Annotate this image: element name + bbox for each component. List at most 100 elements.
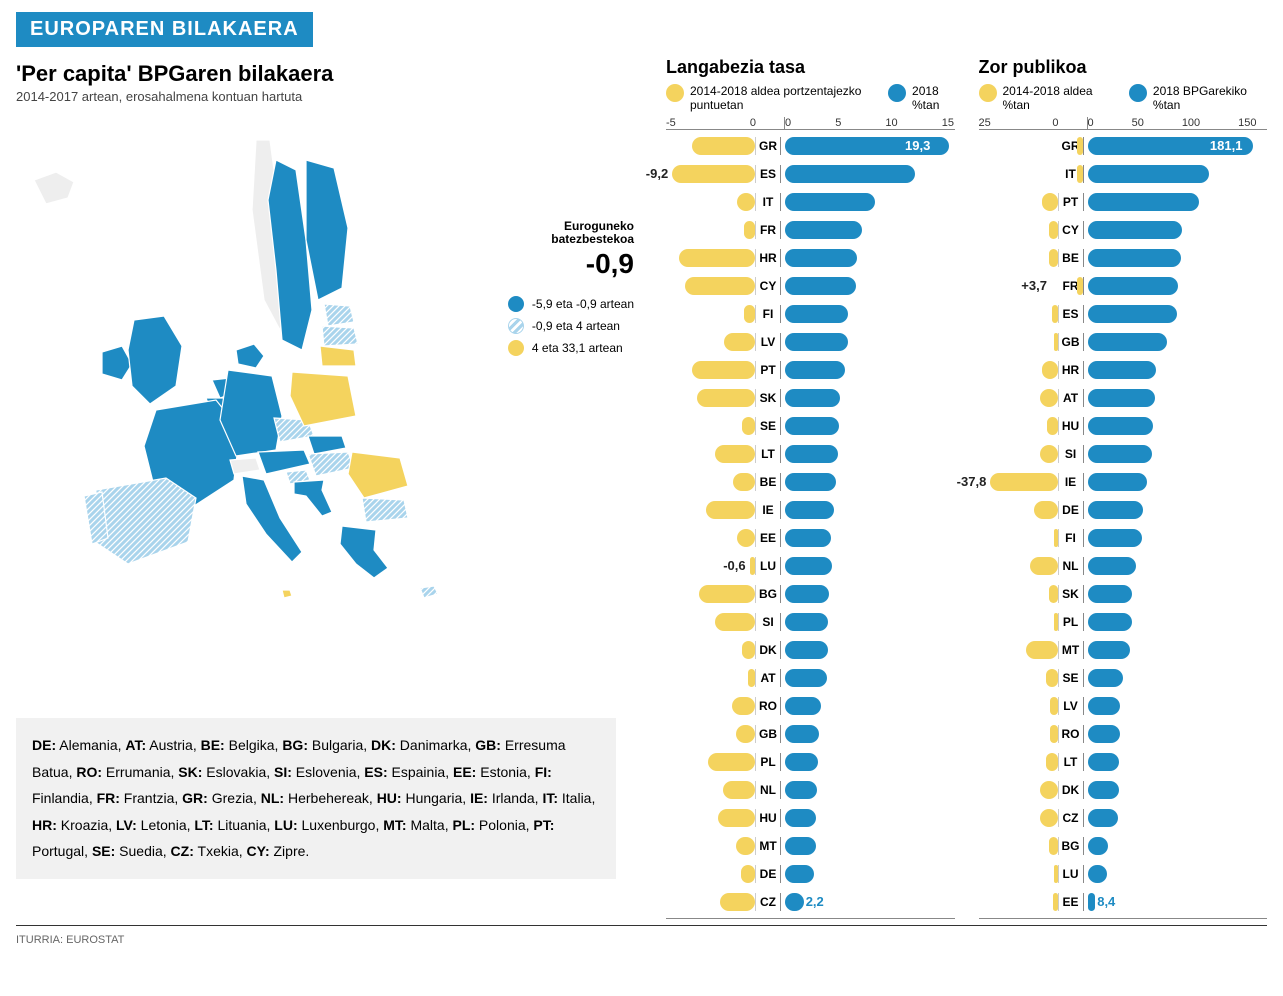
map-kpi-label: Euroguneko batezbestekoa — [524, 220, 634, 246]
country-code: FI — [756, 307, 780, 321]
country-code: DK — [1059, 783, 1083, 797]
content: 'Per capita' BPGaren bilakaera 2014-2017… — [16, 57, 1267, 919]
country-code: GB — [756, 727, 780, 741]
left-panel: 'Per capita' BPGaren bilakaera 2014-2017… — [16, 57, 656, 919]
country-code: NL — [756, 783, 780, 797]
country-code: SK — [1059, 587, 1083, 601]
country-code: AT — [756, 671, 780, 685]
country-code: DK — [756, 643, 780, 657]
chart-row: LV — [666, 328, 955, 356]
country-code: PL — [1059, 615, 1083, 629]
country-code: LT — [1059, 755, 1083, 769]
chart-row: HU — [979, 412, 1268, 440]
chart-row: CZ 2,2 — [666, 888, 955, 916]
country-code: BE — [1059, 251, 1083, 265]
chart-row: RO — [979, 720, 1268, 748]
chart-row: -0,6 LU — [666, 552, 955, 580]
source: ITURRIA: EUROSTAT — [16, 934, 1267, 946]
country-code: BG — [1059, 839, 1083, 853]
country-code: LV — [1059, 699, 1083, 713]
axis-labels: -50 051015 — [666, 117, 955, 130]
chart-row: CZ — [979, 804, 1268, 832]
chart-row: AT — [979, 384, 1268, 412]
country-code: LV — [756, 335, 780, 349]
country-code: AT — [1059, 391, 1083, 405]
country-code: FI — [1059, 531, 1083, 545]
chart-row: LV — [979, 692, 1268, 720]
country-code: DE — [756, 867, 780, 881]
country-code: MT — [1059, 643, 1083, 657]
country-code: LU — [1059, 867, 1083, 881]
footer-rule — [16, 925, 1267, 926]
chart-row: NL — [666, 776, 955, 804]
chart-legend: 2014-2018 aldea portzentajezko puntuetan… — [666, 84, 955, 113]
country-code: HR — [756, 251, 780, 265]
country-code: LU — [756, 559, 780, 573]
country-code: DE — [1059, 503, 1083, 517]
country-code: BE — [756, 475, 780, 489]
chart-row: LT — [979, 748, 1268, 776]
country-code: IT — [756, 195, 780, 209]
country-code: SK — [756, 391, 780, 405]
chart-row: BG — [979, 832, 1268, 860]
chart-row: DE — [666, 860, 955, 888]
country-code: HR — [1059, 363, 1083, 377]
chart-row: MT — [979, 636, 1268, 664]
chart-row: SE — [666, 412, 955, 440]
chart-row: FI — [979, 524, 1268, 552]
chart-row: IT — [979, 160, 1268, 188]
chart-row: CY — [979, 216, 1268, 244]
rows: GR 19,3 -9,2 ES IT FR HR CY FI — [666, 132, 955, 916]
country-code: LT — [756, 447, 780, 461]
country-code: IE — [756, 503, 780, 517]
chart-row: SK — [666, 384, 955, 412]
chart-row: +3,7 FR — [979, 272, 1268, 300]
chart-row: -37,8 IE — [979, 468, 1268, 496]
chart-title: Zor publikoa — [979, 57, 1268, 78]
map-kpi: Euroguneko batezbestekoa -0,9 — [524, 220, 634, 280]
country-code: NL — [1059, 559, 1083, 573]
country-code: GB — [1059, 335, 1083, 349]
country-code: SE — [756, 419, 780, 433]
country-code: IE — [1059, 475, 1083, 489]
map-legend-item: -0,9 eta 4 artean — [508, 318, 634, 334]
chart-row: EE 8,4 — [979, 888, 1268, 916]
chart-row: HR — [666, 244, 955, 272]
country-code: HU — [756, 811, 780, 825]
charts-panel: Langabezia tasa 2014-2018 aldea portzent… — [666, 57, 1267, 919]
chart-row: HR — [979, 356, 1268, 384]
chart-row: SK — [979, 580, 1268, 608]
country-code: GR — [756, 139, 780, 153]
chart-row: BE — [666, 468, 955, 496]
country-code: FR — [756, 223, 780, 237]
chart-row: BG — [666, 580, 955, 608]
country-code: SI — [756, 615, 780, 629]
chart-row: DE — [979, 496, 1268, 524]
chart-row: GR 181,1 — [979, 132, 1268, 160]
map-wrap: Euroguneko batezbestekoa -0,9 -5,9 eta -… — [16, 110, 656, 710]
country-code: ES — [1059, 307, 1083, 321]
chart-row: SI — [666, 608, 955, 636]
chart-row: IE — [666, 496, 955, 524]
chart-legend: 2014-2018 aldea %tan 2018 BPGarekiko %ta… — [979, 84, 1268, 113]
map-legend: -5,9 eta -0,9 artean-0,9 eta 4 artean4 e… — [508, 290, 634, 362]
country-code: HU — [1059, 419, 1083, 433]
chart-row: ES — [979, 300, 1268, 328]
country-code: CY — [756, 279, 780, 293]
country-code: MT — [756, 839, 780, 853]
chart-row: PT — [666, 356, 955, 384]
chart-row: PL — [979, 608, 1268, 636]
chart-row: GB — [666, 720, 955, 748]
country-code: CZ — [1059, 811, 1083, 825]
chart-title: Langabezia tasa — [666, 57, 955, 78]
chart-row: SI — [979, 440, 1268, 468]
chart-row: NL — [979, 552, 1268, 580]
chart-row: IT — [666, 188, 955, 216]
title-bar: EUROPAREN BILAKAERA — [16, 12, 313, 47]
country-code: CZ — [756, 895, 780, 909]
chart-row: AT — [666, 664, 955, 692]
map-kpi-value: -0,9 — [524, 248, 634, 280]
europe-map — [6, 100, 506, 660]
country-code: EE — [756, 531, 780, 545]
chart-row: EE — [666, 524, 955, 552]
